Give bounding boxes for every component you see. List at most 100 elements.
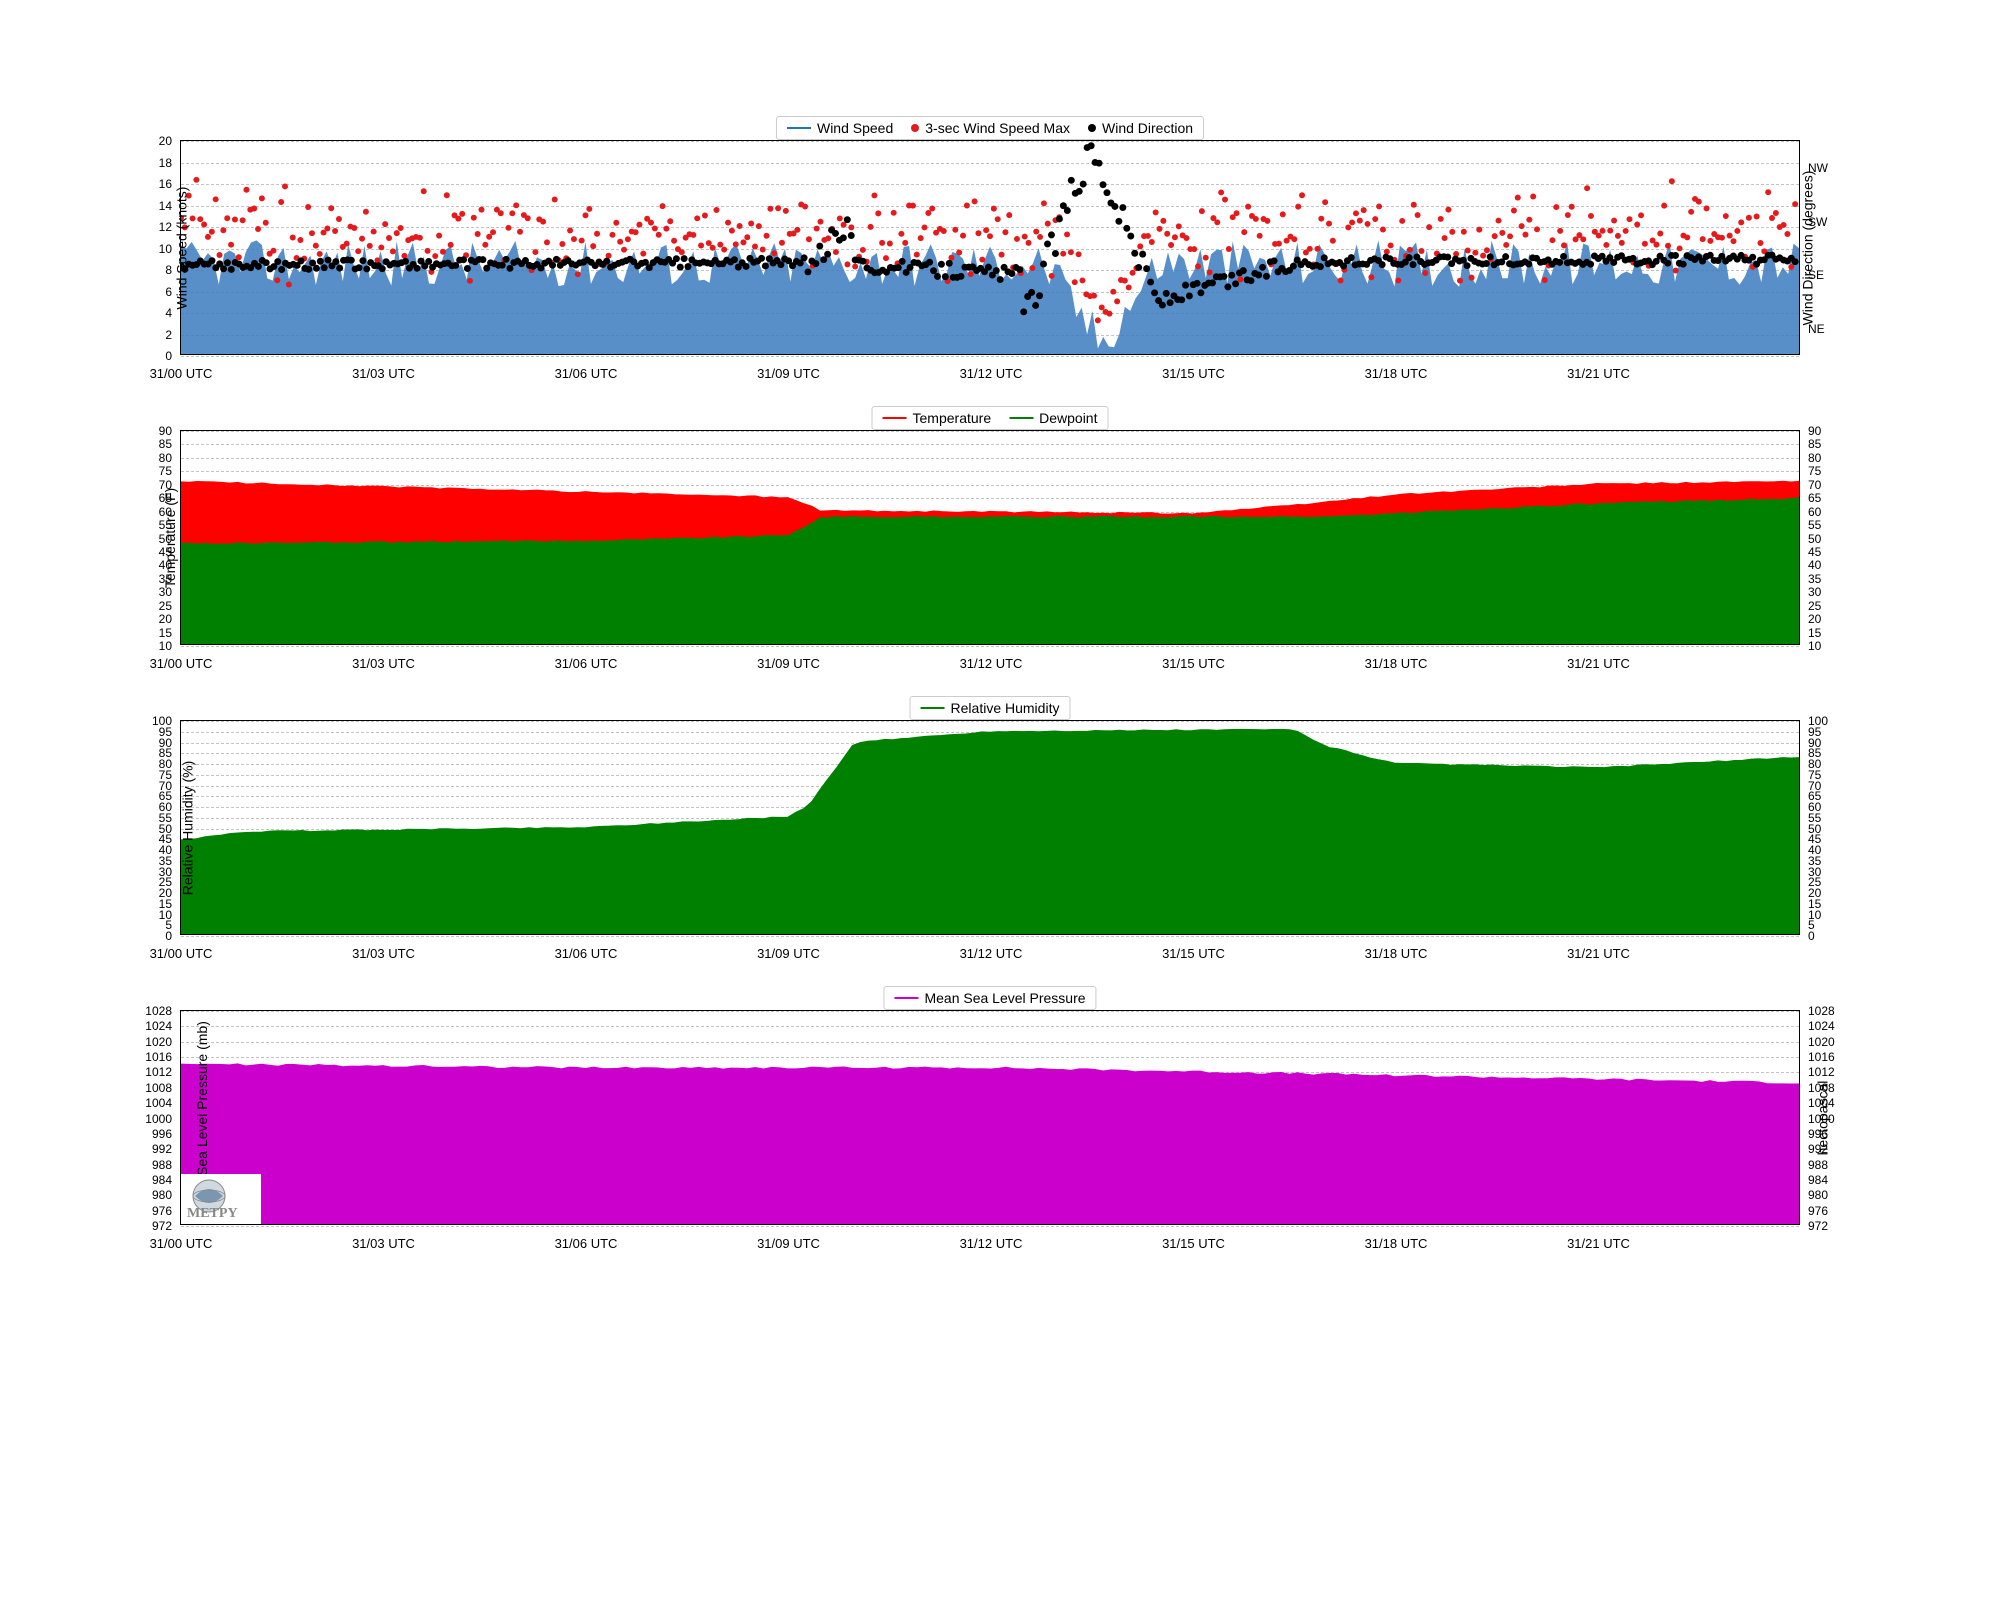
ytick-label: 35 <box>1808 572 1821 586</box>
ytick-label: 80 <box>1808 451 1821 465</box>
xtick-label: 31/00 UTC <box>150 656 213 671</box>
xtick-label: 31/09 UTC <box>757 656 820 671</box>
metpy-logo: METPY <box>181 1174 261 1224</box>
ytick-label: 996 <box>152 1127 172 1141</box>
legend-temp: Temperature Dewpoint <box>872 406 1109 430</box>
xtick-label: 31/15 UTC <box>1162 946 1225 961</box>
ytick-label: 65 <box>1808 491 1821 505</box>
ylabel-right: hectopascal <box>1815 1080 1831 1155</box>
xtick-label: 31/18 UTC <box>1365 946 1428 961</box>
ytick-label: 1000 <box>145 1112 172 1126</box>
ytick-label: 992 <box>152 1142 172 1156</box>
ytick-label: 55 <box>1808 518 1821 532</box>
logo-text: METPY <box>187 1206 238 1222</box>
ytick-label: 85 <box>159 437 172 451</box>
legend-item: Wind Speed <box>787 120 893 136</box>
ytick-label: 1020 <box>145 1035 172 1049</box>
legend-wind: Wind Speed 3-sec Wind Speed Max Wind Dir… <box>776 116 1204 140</box>
chart-container: Wind Speed 3-sec Wind Speed Max Wind Dir… <box>180 140 1800 1420</box>
legend-label: Temperature <box>913 410 992 426</box>
legend-swatch-line <box>921 707 945 709</box>
plot-svg <box>181 141 1799 354</box>
ytick-label: 1016 <box>145 1050 172 1064</box>
ytick-label: 6 <box>165 285 172 299</box>
legend-item: Wind Direction <box>1088 120 1193 136</box>
ytick-label: 1024 <box>145 1019 172 1033</box>
ytick-label: 100 <box>152 714 172 728</box>
xtick-label: 31/21 UTC <box>1567 946 1630 961</box>
panel-wind: Wind Speed 3-sec Wind Speed Max Wind Dir… <box>180 140 1800 355</box>
xtick-label: 31/06 UTC <box>555 1236 618 1251</box>
ytick-label: 90 <box>1808 424 1821 438</box>
legend-swatch-dot <box>911 124 919 132</box>
ytick-label: 90 <box>159 424 172 438</box>
plot-svg <box>181 431 1799 644</box>
xtick-label: 31/18 UTC <box>1365 656 1428 671</box>
xtick-label: 31/21 UTC <box>1567 1236 1630 1251</box>
panel-temp: Temperature Dewpoint 1015202530354045505… <box>180 430 1800 645</box>
ytick-label: 70 <box>1808 478 1821 492</box>
xtick-label: 31/15 UTC <box>1162 1236 1225 1251</box>
xtick-label: 31/03 UTC <box>352 656 415 671</box>
ytick-label: 100 <box>1808 714 1828 728</box>
ytick-label: 40 <box>1808 558 1821 572</box>
xtick-label: 31/00 UTC <box>150 1236 213 1251</box>
xtick-label: 31/18 UTC <box>1365 1236 1428 1251</box>
ytick-label: 976 <box>152 1204 172 1218</box>
xtick-label: 31/06 UTC <box>555 656 618 671</box>
xtick-label: 31/00 UTC <box>150 946 213 961</box>
ytick-label: 20 <box>159 134 172 148</box>
legend-item: Mean Sea Level Pressure <box>894 990 1085 1006</box>
chart-box-rh: 0510152025303540455055606570758085909510… <box>180 720 1800 935</box>
xtick-label: 31/03 UTC <box>352 1236 415 1251</box>
ylabel-right: Wind Direction (degrees) <box>1800 170 1816 325</box>
ytick-label: 75 <box>159 464 172 478</box>
ytick-label: 1004 <box>145 1096 172 1110</box>
ytick-label: 16 <box>159 177 172 191</box>
panel-rh: Relative Humidity 0510152025303540455055… <box>180 720 1800 935</box>
ytick-label: 1028 <box>1808 1004 1835 1018</box>
xtick-label: 31/12 UTC <box>960 1236 1023 1251</box>
xtick-label: 31/09 UTC <box>757 946 820 961</box>
chart-box-temp: 1015202530354045505560657075808590 10152… <box>180 430 1800 645</box>
xtick-label: 31/09 UTC <box>757 366 820 381</box>
xtick-label: 31/18 UTC <box>1365 366 1428 381</box>
ytick-label: 972 <box>152 1219 172 1233</box>
legend-swatch-line <box>894 997 918 999</box>
ytick-label: 20 <box>159 612 172 626</box>
plot-svg <box>181 1011 1799 1224</box>
legend-swatch-dot <box>1088 124 1096 132</box>
legend-item: Relative Humidity <box>921 700 1060 716</box>
legend-item: Temperature <box>883 410 992 426</box>
ytick-label: 976 <box>1808 1204 1828 1218</box>
ytick-label: 60 <box>1808 505 1821 519</box>
ytick-label: 50 <box>1808 532 1821 546</box>
xtick-label: 31/03 UTC <box>352 946 415 961</box>
panel-mslp: Mean Sea Level Pressure 9729769809849889… <box>180 1010 1800 1225</box>
legend-label: Wind Direction <box>1102 120 1193 136</box>
ytick-label: 1016 <box>1808 1050 1835 1064</box>
ytick-label: 984 <box>152 1173 172 1187</box>
xtick-label: 31/12 UTC <box>960 656 1023 671</box>
legend-item: 3-sec Wind Speed Max <box>911 120 1070 136</box>
ytick-label: 1008 <box>145 1081 172 1095</box>
legend-label: Mean Sea Level Pressure <box>924 990 1085 1006</box>
ytick-label: 1012 <box>145 1065 172 1079</box>
ytick-label: 10 <box>159 242 172 256</box>
legend-label: Wind Speed <box>817 120 893 136</box>
ytick-label: 80 <box>159 451 172 465</box>
ytick-label: 972 <box>1808 1219 1828 1233</box>
ytick-label: 20 <box>1808 612 1821 626</box>
ytick-label: 15 <box>159 626 172 640</box>
ytick-label: 15 <box>1808 626 1821 640</box>
legend-swatch-line <box>883 417 907 419</box>
ytick-label: 980 <box>152 1188 172 1202</box>
xtick-label: 31/15 UTC <box>1162 366 1225 381</box>
legend-mslp: Mean Sea Level Pressure <box>883 986 1096 1010</box>
plot-svg <box>181 721 1799 934</box>
ytick-label: 980 <box>1808 1188 1828 1202</box>
ytick-label: 1028 <box>145 1004 172 1018</box>
ytick-label: 4 <box>165 306 172 320</box>
ytick-label: 75 <box>1808 464 1821 478</box>
legend-label: 3-sec Wind Speed Max <box>925 120 1070 136</box>
